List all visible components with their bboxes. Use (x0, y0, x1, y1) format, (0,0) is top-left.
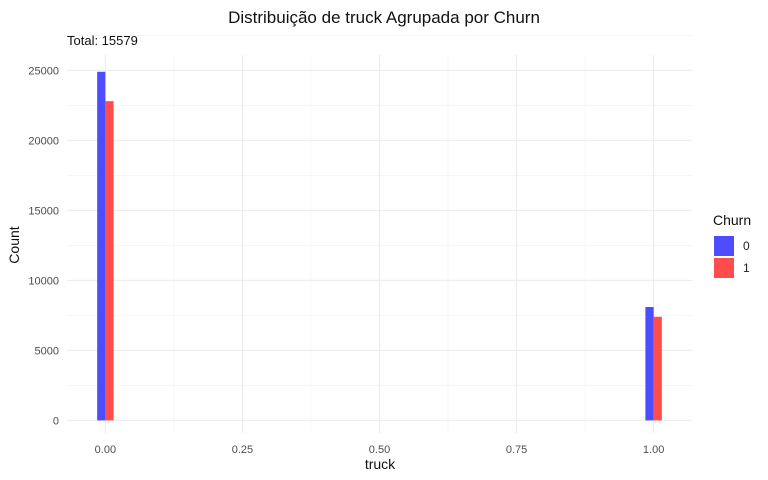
bar-churn-1-truck-1 (653, 316, 662, 421)
x-tick-label: 0.00 (95, 444, 116, 456)
y-tick-label: 10000 (28, 275, 59, 287)
x-axis-title: truck (365, 456, 396, 472)
bar-churn-0-truck-0 (97, 71, 106, 421)
legend-title: Churn (713, 212, 751, 228)
chart-title: Distribuição de truck Agrupada por Churn (228, 8, 540, 27)
x-tick-label: 1.00 (643, 444, 664, 456)
x-tick-label: 0.75 (506, 444, 527, 456)
legend-key-0 (714, 236, 734, 256)
y-tick-labels: 0 5000 10000 15000 20000 25000 (28, 65, 59, 427)
grid-lines (67, 35, 692, 433)
x-tick-label: 0.50 (369, 444, 390, 456)
y-tick-label: 0 (53, 415, 59, 427)
chart-subtitle: Total: 15579 (67, 33, 138, 48)
x-tick-label: 0.25 (232, 444, 253, 456)
y-tick-label: 15000 (28, 205, 59, 217)
y-tick-label: 20000 (28, 135, 59, 147)
legend-key-1 (714, 258, 734, 278)
bar-churn-1-truck-0 (105, 101, 114, 421)
y-tick-label: 5000 (35, 345, 59, 357)
legend-label-1: 1 (743, 261, 750, 275)
x-tick-labels: 0.00 0.25 0.50 0.75 1.00 (95, 444, 665, 456)
bar-churn-0-truck-1 (645, 307, 654, 421)
legend: Churn 0 1 (713, 212, 751, 278)
bars (97, 71, 662, 421)
legend-label-0: 0 (743, 239, 750, 253)
y-axis-title: Count (6, 226, 22, 263)
y-tick-label: 25000 (28, 65, 59, 77)
